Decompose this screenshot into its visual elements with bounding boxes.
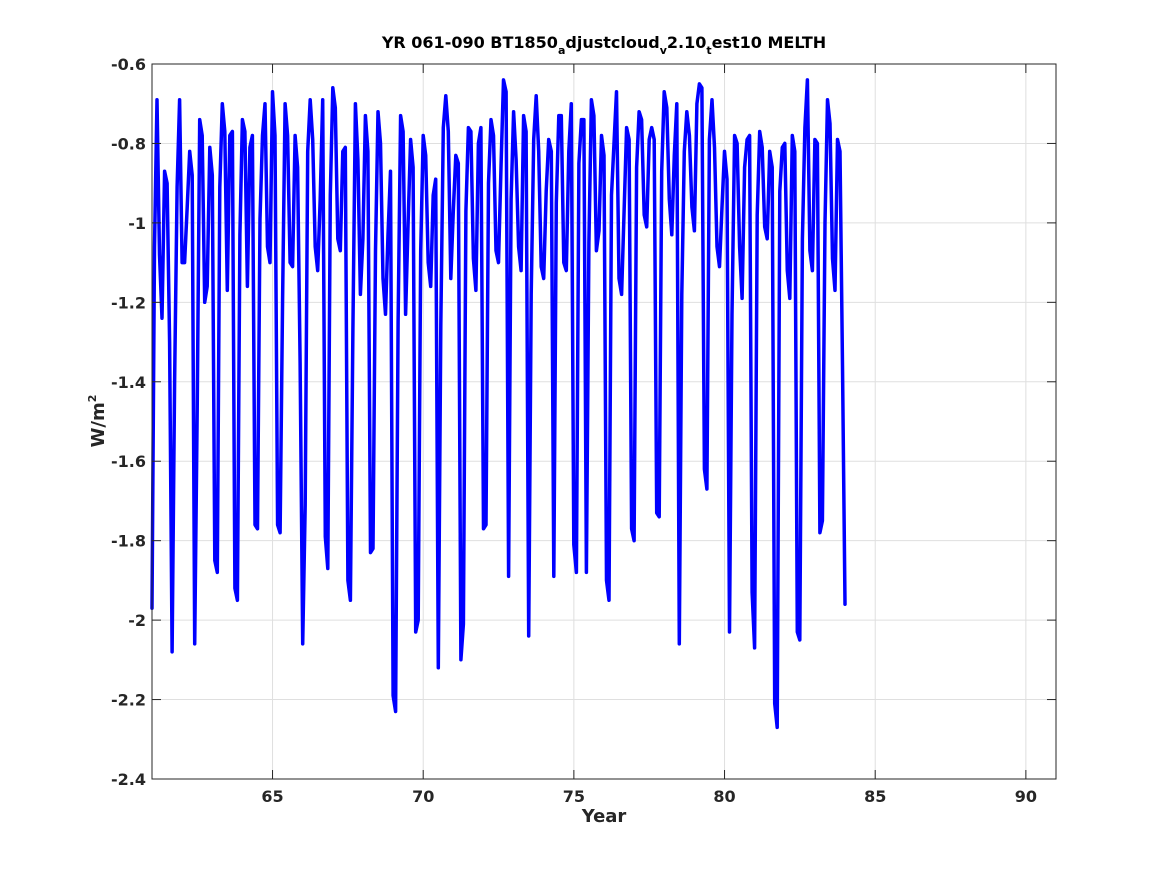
y-tick-label: -1.4	[111, 373, 146, 392]
x-tick-label: 75	[563, 787, 585, 806]
x-axis-label: Year	[581, 806, 627, 827]
y-axis-label-superscript: 2	[86, 395, 99, 403]
y-tick-label: -2.4	[111, 770, 146, 789]
title-part: 2.10	[667, 33, 706, 52]
title-subscript: a	[558, 44, 565, 57]
x-tick-label: 90	[1015, 787, 1037, 806]
title-part: YR 061-090 BT1850	[381, 33, 558, 52]
title-part: djustcloud	[565, 33, 659, 52]
ticks	[152, 63, 1056, 780]
y-tick-label: -1	[128, 214, 146, 233]
y-tick-label: -0.6	[111, 55, 146, 74]
x-tick-label: 80	[713, 787, 735, 806]
y-axis-label: W/m2	[86, 395, 109, 448]
x-tick-label: 65	[261, 787, 283, 806]
y-tick-label: -1.2	[111, 293, 146, 312]
title-subscript: v	[660, 44, 668, 57]
y-tick-label: -2.2	[111, 691, 146, 710]
data-layer	[150, 78, 847, 730]
axes-box	[151, 63, 1057, 780]
x-tick-label: 70	[412, 787, 434, 806]
title-subscript: t	[706, 44, 711, 57]
y-tick-label: -0.8	[111, 134, 146, 153]
tick-labels: 65 70 75 80 85 90 -2.4 -2.2 -2 -1.8 -1.6 -1.4 -1.2 -1…	[111, 55, 1037, 806]
y-tick-label: -1.6	[111, 452, 146, 471]
y-tick-label: -2	[128, 611, 146, 630]
title-part: est10 MELTH	[712, 33, 827, 52]
chart-title: YR 061-090 BT1850adjustcloudv2.10test10 …	[381, 33, 826, 57]
x-tick-label: 85	[864, 787, 886, 806]
y-axis-label-base: W/m	[88, 402, 109, 447]
series-line	[150, 78, 847, 730]
y-tick-label: -1.8	[111, 532, 146, 551]
